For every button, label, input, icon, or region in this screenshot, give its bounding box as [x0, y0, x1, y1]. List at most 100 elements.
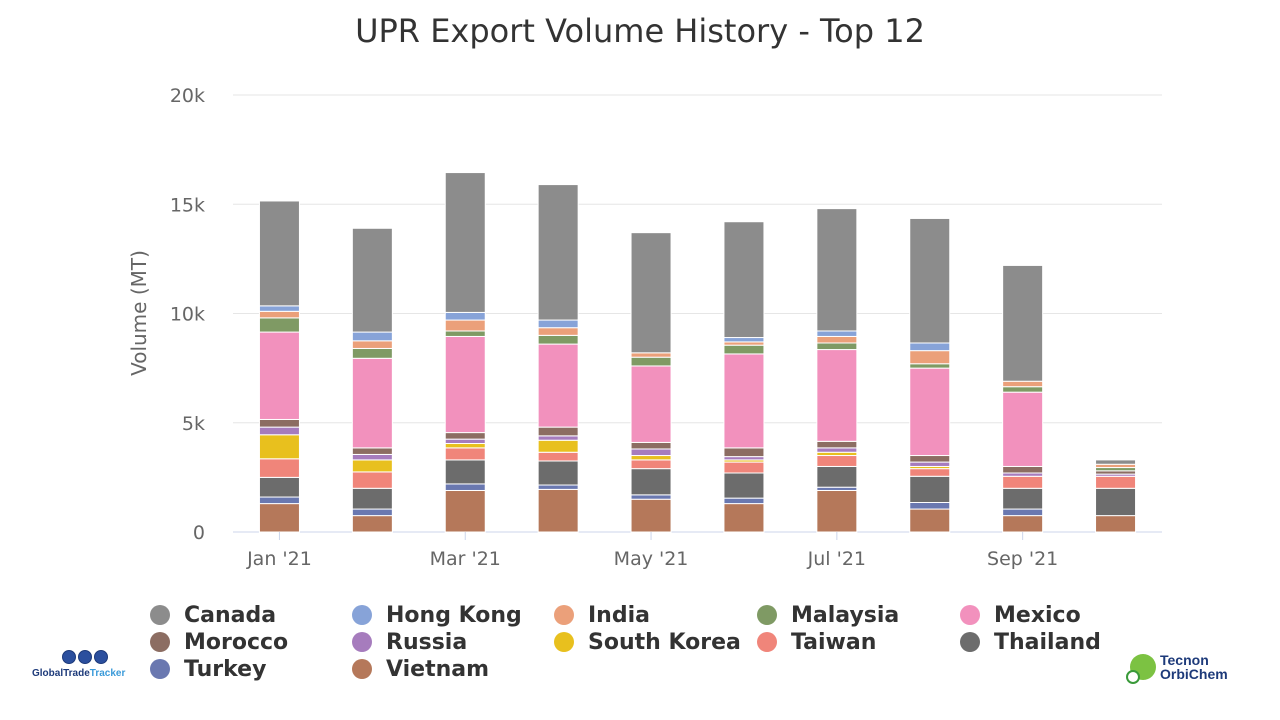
- legend-item[interactable]: Russia: [352, 629, 467, 655]
- bar-segment[interactable]: [909, 461, 951, 467]
- bar-segment[interactable]: [909, 455, 951, 463]
- bar-segment[interactable]: [723, 461, 765, 474]
- bar-segment[interactable]: [909, 468, 951, 477]
- bar-segment[interactable]: [351, 340, 393, 349]
- bar-segment[interactable]: [723, 221, 765, 339]
- bar-segment[interactable]: [909, 475, 951, 504]
- bar-segment[interactable]: [351, 357, 393, 449]
- bar-segment[interactable]: [630, 498, 672, 533]
- bar-segment[interactable]: [816, 465, 858, 488]
- bar-segment[interactable]: [258, 434, 300, 460]
- legend-item[interactable]: Thailand: [960, 629, 1101, 655]
- bar-segment[interactable]: [444, 489, 486, 533]
- legend-item[interactable]: India: [554, 602, 650, 628]
- bar-segment[interactable]: [723, 353, 765, 449]
- bar-segment[interactable]: [1095, 487, 1137, 517]
- bar-segment[interactable]: [444, 438, 486, 445]
- bar-segment[interactable]: [537, 484, 579, 490]
- bar-segment[interactable]: [351, 471, 393, 489]
- bar-segment[interactable]: [258, 305, 300, 312]
- bar-segment[interactable]: [351, 459, 393, 473]
- bar-segment[interactable]: [444, 335, 486, 434]
- bar-segment[interactable]: [1095, 459, 1137, 465]
- bar-segment[interactable]: [1002, 515, 1044, 533]
- legend-item[interactable]: Morocco: [150, 629, 288, 655]
- legend-item[interactable]: Malaysia: [757, 602, 899, 628]
- legend-item[interactable]: Mexico: [960, 602, 1081, 628]
- bar-segment[interactable]: [537, 327, 579, 336]
- bar-segment[interactable]: [258, 476, 300, 498]
- bar-segment[interactable]: [537, 439, 579, 453]
- bar-segment[interactable]: [1002, 380, 1044, 388]
- bar-segment[interactable]: [909, 502, 951, 510]
- bar-segment[interactable]: [351, 347, 393, 359]
- bar-segment[interactable]: [444, 432, 486, 440]
- bar-segment[interactable]: [630, 494, 672, 500]
- bar-segment[interactable]: [909, 363, 951, 369]
- bar-segment[interactable]: [723, 497, 765, 505]
- bar-segment[interactable]: [1002, 391, 1044, 467]
- bar-segment[interactable]: [258, 310, 300, 319]
- bar-segment[interactable]: [1002, 475, 1044, 489]
- bar-segment[interactable]: [537, 184, 579, 321]
- bar-segment[interactable]: [351, 331, 393, 342]
- bar-segment[interactable]: [1095, 515, 1137, 533]
- bar-segment[interactable]: [1002, 508, 1044, 517]
- legend-item[interactable]: Canada: [150, 602, 276, 628]
- bar-segment[interactable]: [258, 458, 300, 478]
- bar-segment[interactable]: [351, 487, 393, 510]
- legend-item[interactable]: Turkey: [150, 656, 266, 682]
- bar-segment[interactable]: [630, 441, 672, 450]
- bar-segment[interactable]: [258, 496, 300, 505]
- bar-segment[interactable]: [630, 356, 672, 367]
- legend-item[interactable]: Vietnam: [352, 656, 489, 682]
- bar-segment[interactable]: [1095, 475, 1137, 489]
- bar-segment[interactable]: [258, 331, 300, 420]
- bar-segment[interactable]: [723, 472, 765, 499]
- bar-segment[interactable]: [909, 508, 951, 533]
- bar-segment[interactable]: [1002, 465, 1044, 474]
- bar-segment[interactable]: [537, 334, 579, 345]
- bar-segment[interactable]: [537, 343, 579, 428]
- bar-segment[interactable]: [816, 440, 858, 449]
- bar-segment[interactable]: [444, 172, 486, 313]
- bar-segment[interactable]: [537, 319, 579, 329]
- bar-segment[interactable]: [537, 426, 579, 437]
- bar-segment[interactable]: [723, 337, 765, 343]
- bar-segment[interactable]: [444, 311, 486, 321]
- bar-segment[interactable]: [816, 330, 858, 337]
- bar-segment[interactable]: [351, 453, 393, 461]
- bar-segment[interactable]: [444, 443, 486, 449]
- bar-segment[interactable]: [1002, 264, 1044, 382]
- bar-segment[interactable]: [444, 459, 486, 485]
- bar-segment[interactable]: [537, 488, 579, 533]
- bar-segment[interactable]: [351, 508, 393, 517]
- bar-segment[interactable]: [444, 447, 486, 461]
- bar-segment[interactable]: [351, 447, 393, 455]
- bar-segment[interactable]: [351, 227, 393, 333]
- bar-segment[interactable]: [816, 342, 858, 351]
- bar-segment[interactable]: [444, 319, 486, 332]
- bar-segment[interactable]: [258, 418, 300, 428]
- bar-segment[interactable]: [630, 232, 672, 354]
- bar-segment[interactable]: [630, 468, 672, 496]
- bar-segment[interactable]: [909, 367, 951, 457]
- bar-segment[interactable]: [723, 503, 765, 533]
- bar-segment[interactable]: [909, 350, 951, 365]
- bar-segment[interactable]: [351, 515, 393, 533]
- bar-segment[interactable]: [630, 352, 672, 358]
- legend-item[interactable]: Taiwan: [757, 629, 876, 655]
- bar-segment[interactable]: [816, 335, 858, 344]
- legend-item[interactable]: South Korea: [554, 629, 741, 655]
- bar-segment[interactable]: [723, 447, 765, 458]
- bar-segment[interactable]: [909, 217, 951, 344]
- bar-segment[interactable]: [630, 448, 672, 457]
- bar-segment[interactable]: [537, 460, 579, 486]
- bar-segment[interactable]: [444, 483, 486, 491]
- bar-segment[interactable]: [258, 317, 300, 333]
- bar-segment[interactable]: [630, 459, 672, 470]
- bar-segment[interactable]: [1002, 487, 1044, 510]
- bar-segment[interactable]: [444, 330, 486, 337]
- bar-segment[interactable]: [537, 435, 579, 441]
- bar-segment[interactable]: [909, 342, 951, 352]
